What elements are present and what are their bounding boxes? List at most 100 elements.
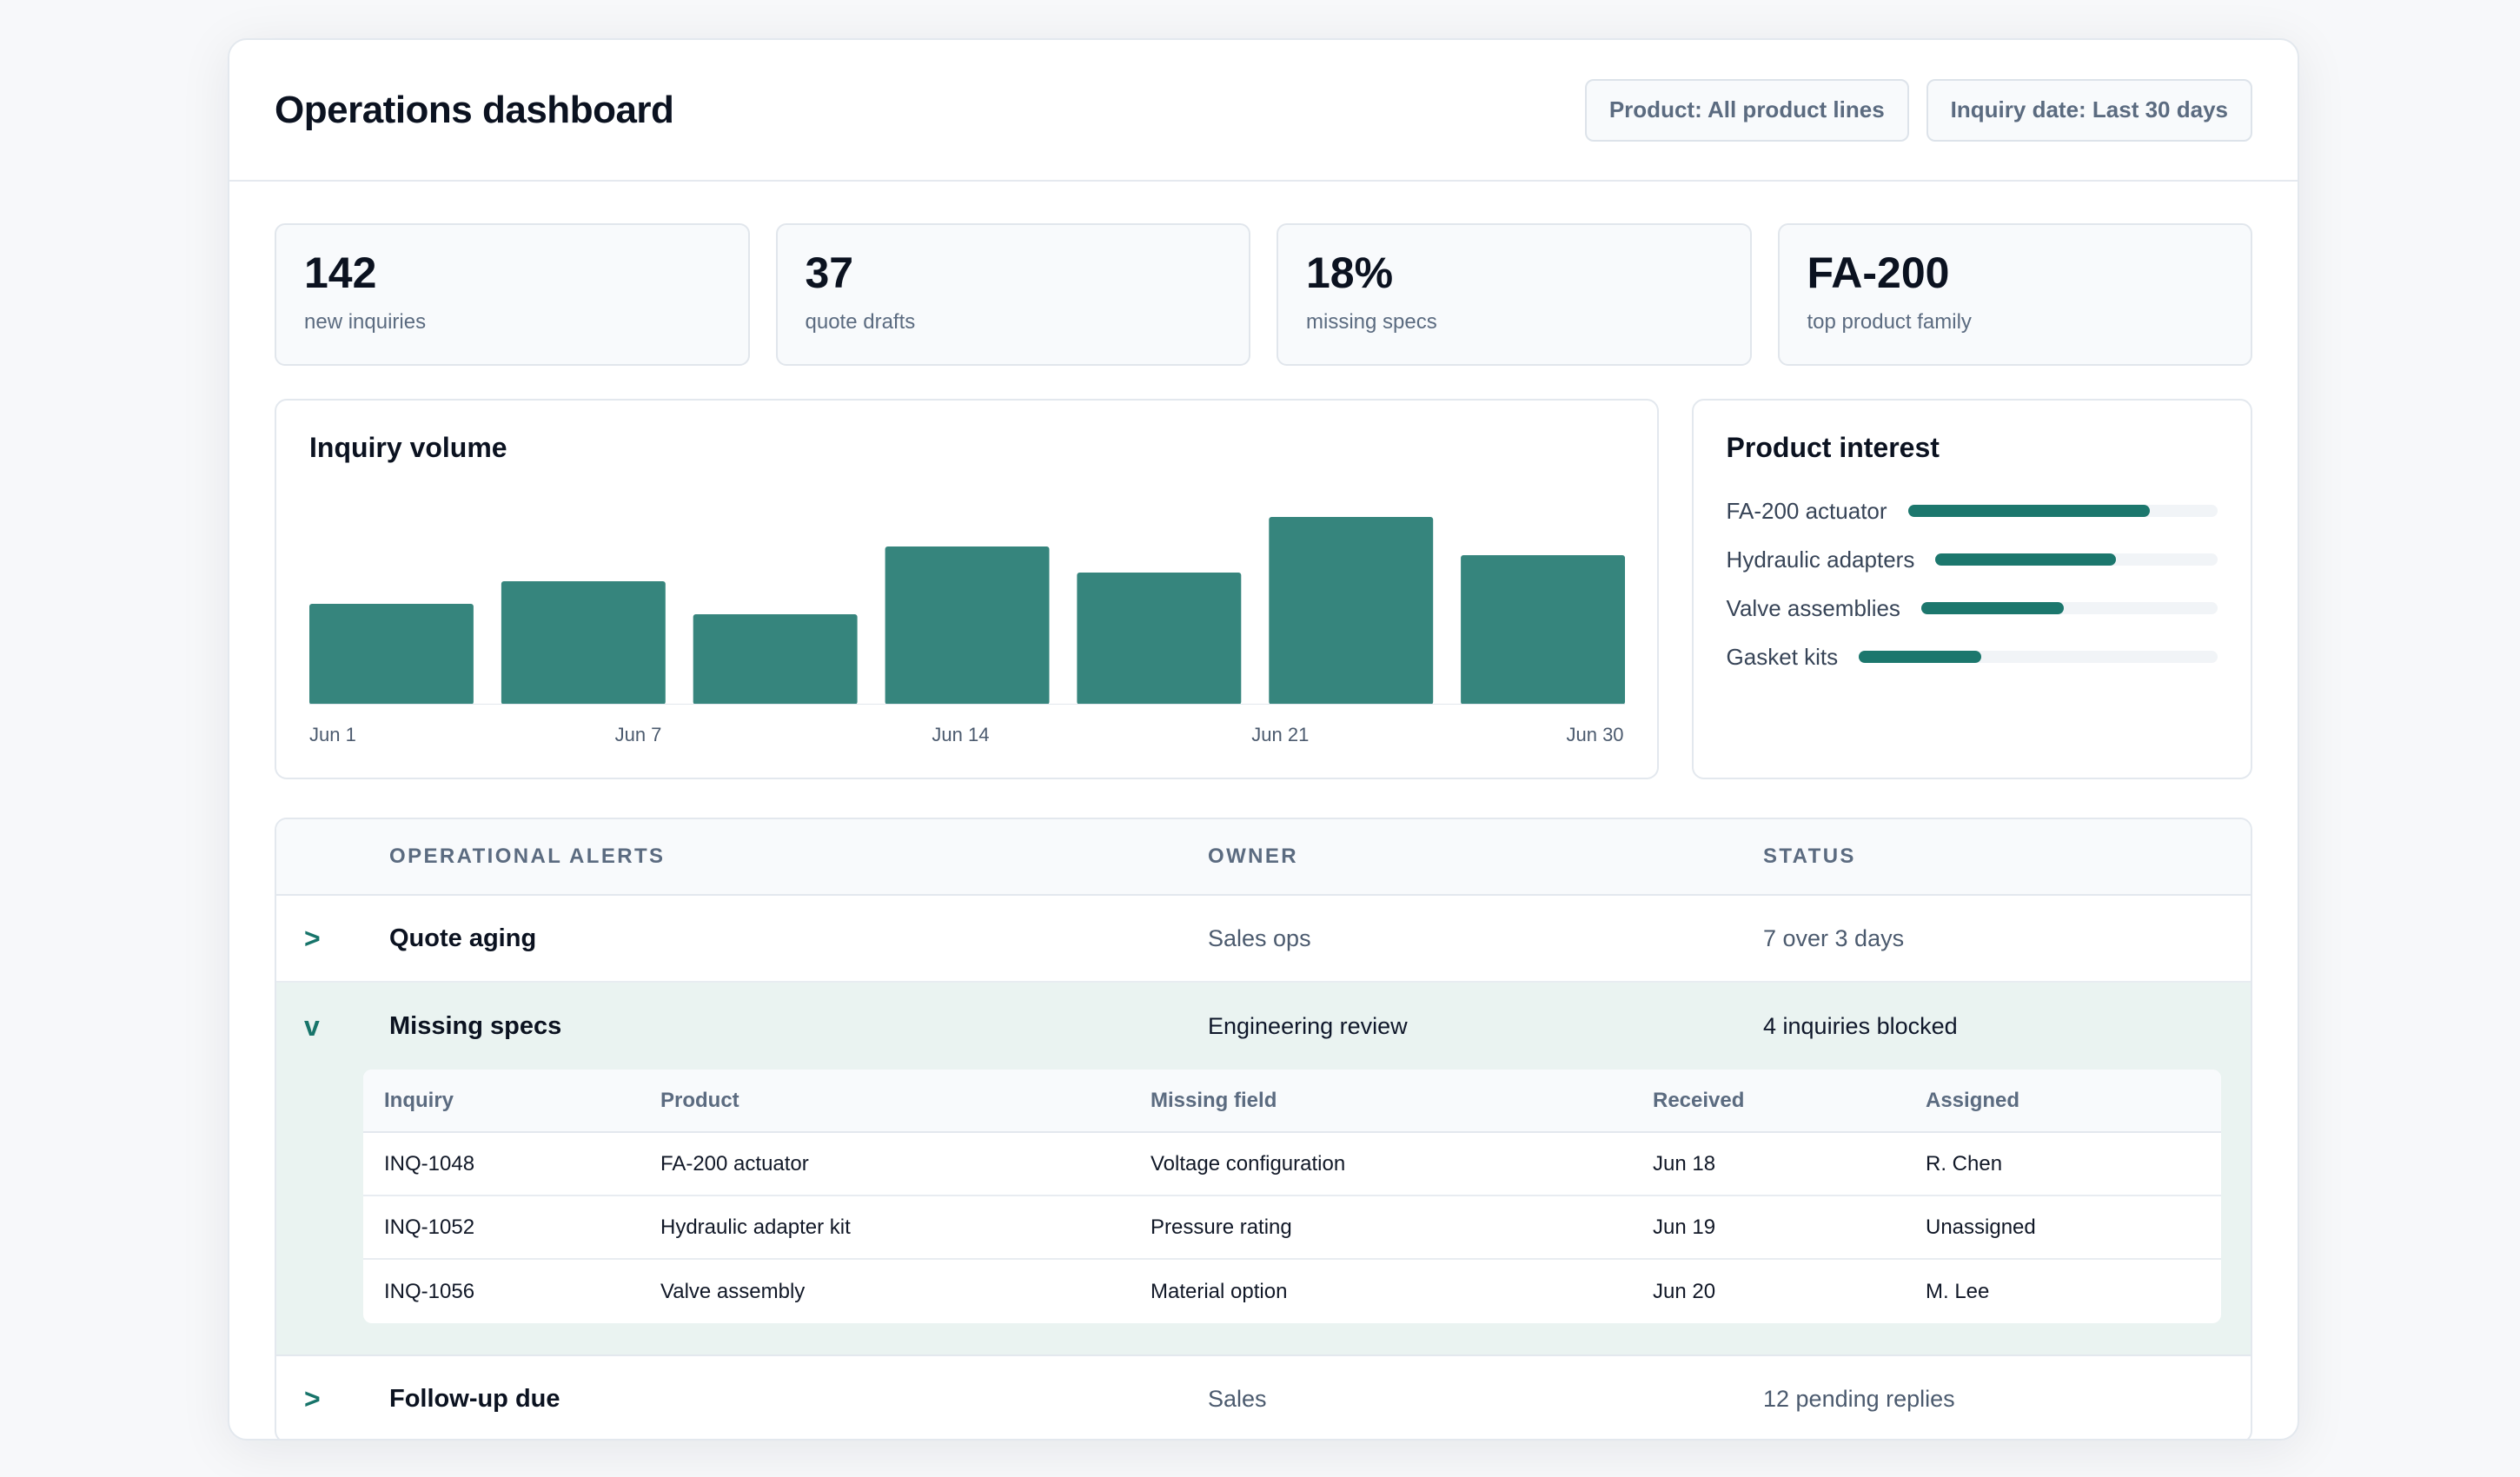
product-interest-panel: Product interest FA-200 actuator Hydraul… [1691, 399, 2252, 779]
kpi-value: FA-200 [1807, 248, 1950, 297]
table-row[interactable]: INQ-1048 FA-200 actuator Voltage configu… [363, 1133, 2221, 1196]
missing-field: Pressure rating [1151, 1215, 1292, 1239]
column-header-owner: OWNER [1208, 844, 1298, 868]
column-header-inquiry: Inquiry [384, 1088, 454, 1112]
alert-title: Quote aging [389, 924, 537, 952]
alert-title: Follow-up due [389, 1384, 560, 1413]
interest-bar [1935, 553, 2117, 566]
product-interest-bars: FA-200 actuator Hydraulic adapters Valve… [1727, 487, 2218, 681]
interest-label: Gasket kits [1726, 643, 1839, 670]
kpi-value: 37 [805, 248, 854, 297]
alert-owner: Sales ops [1208, 924, 1311, 951]
alert-status: 4 inquiries blocked [1763, 1012, 1958, 1039]
interest-label: Hydraulic adapters [1726, 546, 1915, 573]
interest-track [1907, 505, 2218, 517]
interest-bar [1907, 505, 2150, 517]
product-name: FA-200 actuator [660, 1151, 809, 1176]
product-filter-button[interactable]: Product: All product lines [1584, 78, 1909, 142]
missing-specs-detail: Inquiry Product Missing field Received A… [276, 1070, 2251, 1356]
interest-track [1859, 651, 2218, 663]
detail-table-header: Inquiry Product Missing field Received A… [363, 1070, 2221, 1133]
column-header-product: Product [660, 1088, 739, 1112]
dashboard-card: Operations dashboard Product: All produc… [228, 38, 2299, 1441]
x-tick-label: Jun 30 [1566, 724, 1624, 745]
kpi-label: missing specs [1306, 310, 1437, 334]
alert-row-follow-up-due[interactable]: > Follow-up due Sales 12 pending replies [276, 1356, 2251, 1439]
received-date: Jun 20 [1653, 1279, 1716, 1303]
missing-field: Material option [1151, 1279, 1288, 1303]
interest-track [1935, 553, 2218, 566]
missing-specs-table: Inquiry Product Missing field Received A… [363, 1070, 2221, 1323]
inquiry-id: INQ-1052 [384, 1215, 475, 1239]
alert-owner: Engineering review [1208, 1012, 1408, 1039]
kpi-quote-drafts: 37 quote drafts [775, 223, 1250, 366]
assignee: M. Lee [1926, 1279, 1990, 1303]
expand-chevron-icon[interactable]: > [304, 922, 321, 954]
missing-field: Voltage configuration [1151, 1151, 1346, 1176]
interest-bar [1920, 602, 2064, 614]
dashboard-header: Operations dashboard Product: All produc… [229, 40, 2298, 182]
interest-bar [1859, 651, 1981, 663]
assignee: R. Chen [1926, 1151, 2003, 1176]
alert-row-quote-aging[interactable]: > Quote aging Sales ops 7 over 3 days [276, 896, 2251, 983]
date-filter-button[interactable]: Inquiry date: Last 30 days [1926, 78, 2252, 142]
received-date: Jun 18 [1653, 1151, 1716, 1176]
volume-bar [1077, 573, 1242, 705]
volume-bar [1461, 555, 1625, 705]
interest-row: FA-200 actuator [1727, 487, 2218, 535]
kpi-label: top product family [1807, 310, 1972, 334]
kpi-value: 18% [1306, 248, 1394, 297]
x-tick-label: Jun 14 [932, 724, 990, 745]
product-name: Hydraulic adapter kit [660, 1215, 851, 1239]
alert-status: 7 over 3 days [1763, 924, 1905, 951]
alert-row-missing-specs[interactable]: v Missing specs Engineering review 4 inq… [276, 983, 2251, 1070]
kpi-missing-specs: 18% missing specs [1277, 223, 1752, 366]
alert-owner: Sales [1208, 1385, 1267, 1412]
kpi-value: 142 [304, 248, 377, 297]
kpi-label: new inquiries [304, 310, 427, 334]
column-header-assigned: Assigned [1926, 1088, 2020, 1112]
interest-row: Gasket kits [1727, 633, 2218, 681]
volume-bar [693, 614, 858, 705]
inquiry-volume-svg [309, 517, 1625, 705]
expand-chevron-icon[interactable]: > [304, 1382, 321, 1414]
product-name: Valve assembly [660, 1279, 806, 1303]
inquiry-id: INQ-1048 [384, 1151, 475, 1176]
volume-bar [309, 604, 474, 705]
column-header-missing-field: Missing field [1151, 1088, 1277, 1112]
volume-bar [501, 581, 666, 705]
alert-status: 12 pending replies [1763, 1385, 1955, 1412]
assignee: Unassigned [1926, 1215, 2036, 1239]
panel-title: Product interest [1726, 432, 1940, 463]
dashboard-content: 142 new inquiries 37 quote drafts 18% mi… [229, 182, 2298, 1439]
column-header-alerts: OPERATIONAL ALERTS [389, 844, 666, 868]
charts-row: Inquiry volume Jun 1 Jun 7 Jun 14 Jun 21… [275, 399, 2252, 779]
x-axis-labels: Jun 1 Jun 7 Jun 14 Jun 21 Jun 30 [309, 724, 1624, 750]
kpi-new-inquiries: 142 new inquiries [275, 223, 750, 366]
x-tick-label: Jun 21 [1251, 724, 1310, 745]
inquiry-id: INQ-1056 [384, 1279, 475, 1303]
panel-title: Inquiry volume [309, 432, 507, 463]
alert-title: Missing specs [389, 1011, 562, 1040]
collapse-chevron-icon[interactable]: v [304, 1010, 320, 1042]
filter-bar: Product: All product lines Inquiry date:… [1584, 78, 2252, 142]
column-header-status: STATUS [1763, 844, 1856, 868]
interest-label: FA-200 actuator [1726, 497, 1887, 524]
page-title: Operations dashboard [275, 88, 674, 131]
x-tick-label: Jun 7 [614, 724, 662, 745]
interest-row: Valve assemblies [1727, 584, 2218, 633]
column-header-received: Received [1653, 1088, 1745, 1112]
volume-bar [885, 546, 1050, 705]
kpi-top-product-family: FA-200 top product family [1777, 223, 2252, 366]
table-row[interactable]: INQ-1056 Valve assembly Material option … [363, 1260, 2221, 1323]
interest-row: Hydraulic adapters [1727, 535, 2218, 584]
alerts-table-header: OPERATIONAL ALERTS OWNER STATUS [276, 819, 2251, 896]
volume-bar [1269, 517, 1434, 705]
inquiry-volume-panel: Inquiry volume Jun 1 Jun 7 Jun 14 Jun 21… [275, 399, 1659, 779]
table-row[interactable]: INQ-1052 Hydraulic adapter kit Pressure … [363, 1196, 2221, 1260]
kpi-label: quote drafts [805, 310, 916, 334]
received-date: Jun 19 [1653, 1215, 1716, 1239]
interest-track [1920, 602, 2218, 614]
interest-label: Valve assemblies [1726, 594, 1900, 621]
inquiry-volume-chart [309, 487, 1625, 705]
